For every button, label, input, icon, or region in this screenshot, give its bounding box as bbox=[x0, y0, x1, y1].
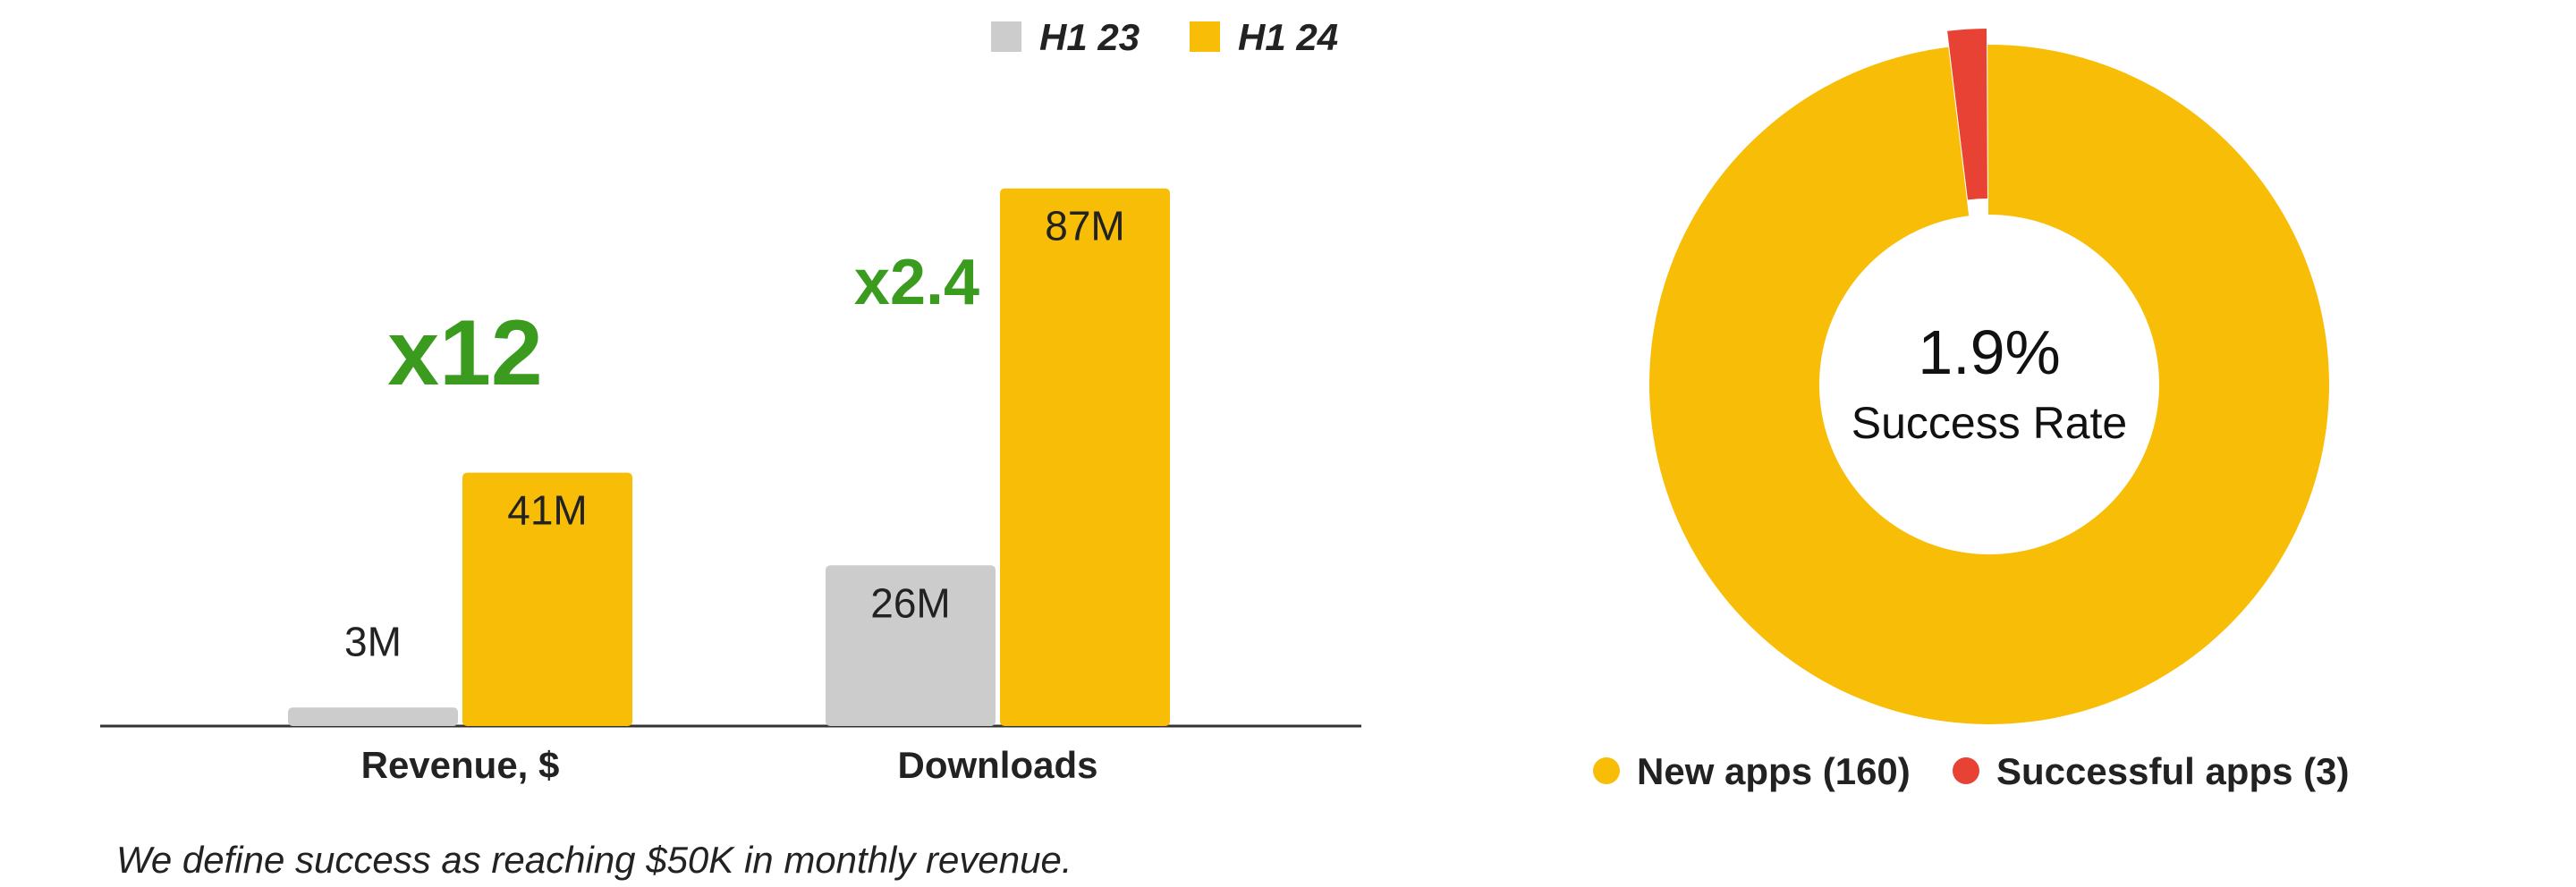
data-label-h1-23-revenue: 3M bbox=[344, 618, 402, 664]
legend-label-new-apps: New apps (160) bbox=[1637, 750, 1911, 792]
bar-h1-23-downloads bbox=[826, 565, 996, 726]
data-label-h1-24-downloads: 87M bbox=[1045, 203, 1124, 249]
x-tick-label-revenue: Revenue, $ bbox=[361, 744, 560, 786]
legend-dot-new-apps bbox=[1593, 757, 1620, 784]
x-tick-label-downloads: Downloads bbox=[897, 744, 1097, 786]
donut-chart: 1.9% Success Rate New apps (160) Successful… bbox=[1593, 29, 2349, 792]
legend-dot-successful-apps bbox=[1953, 757, 1979, 784]
legend-label-h1-23: H1 23 bbox=[1039, 16, 1140, 58]
annotation-downloads-growth: x2.4 bbox=[854, 247, 979, 318]
data-label-h1-23-downloads: 26M bbox=[870, 579, 950, 626]
center-label: Success Rate bbox=[1852, 398, 2127, 448]
legend-label-h1-24: H1 24 bbox=[1238, 16, 1338, 58]
data-label-h1-24-revenue: 41M bbox=[507, 487, 587, 534]
annotation-revenue-growth: x12 bbox=[387, 301, 543, 405]
center-value: 1.9% bbox=[1918, 317, 2061, 387]
legend-label-successful-apps: Successful apps (3) bbox=[1996, 750, 2349, 792]
donut-slice-successful-apps bbox=[1947, 29, 1987, 200]
footnote: We define success as reaching $50K in mo… bbox=[116, 839, 1072, 881]
bar-h1-24-downloads bbox=[1000, 188, 1170, 726]
bar-chart: 3M 41M Revenue, $ 26M 87M Downloads x12 x2.4 H1 … bbox=[100, 16, 1361, 786]
legend-swatch-h1-23 bbox=[991, 21, 1021, 52]
donut-slice-new-apps bbox=[1648, 44, 2329, 724]
bar-h1-24-revenue bbox=[462, 472, 632, 726]
legend-swatch-h1-24 bbox=[1190, 21, 1220, 52]
bar-h1-23-revenue bbox=[288, 707, 458, 726]
